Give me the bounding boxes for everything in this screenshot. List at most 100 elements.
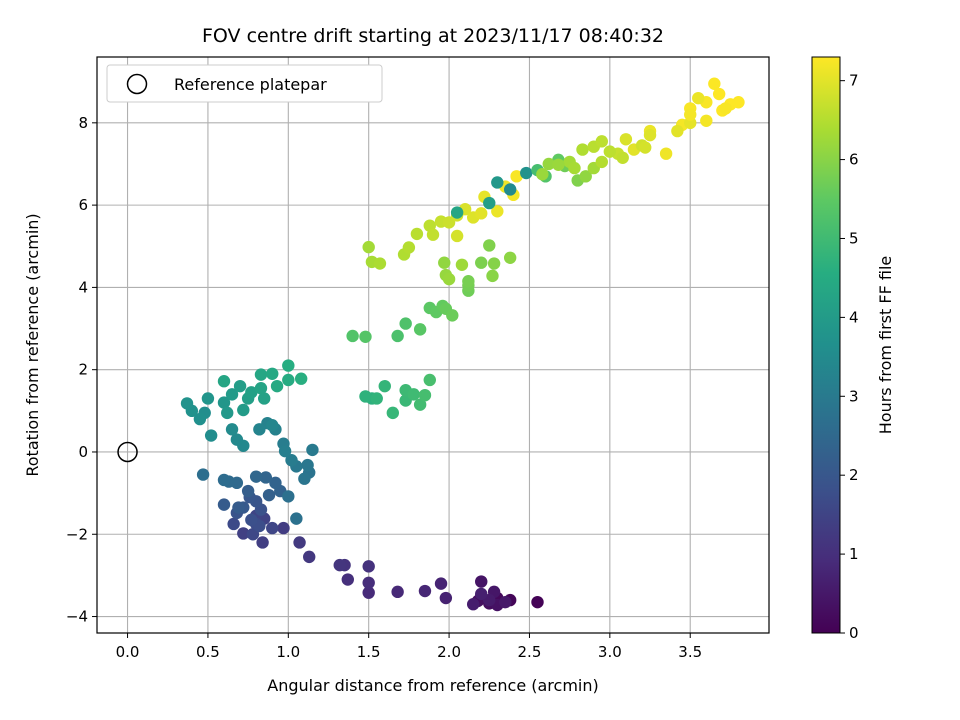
y-tick-label: −2 <box>66 525 88 543</box>
data-point <box>434 577 448 590</box>
x-axis-ticks: 0.0 0.5 1.0 1.5 2.0 2.5 3.0 3.5 <box>116 633 702 661</box>
data-point <box>475 256 488 269</box>
y-tick-label: 4 <box>78 278 88 296</box>
grid-lines <box>97 57 769 633</box>
data-point <box>643 128 657 142</box>
data-point <box>536 168 549 181</box>
data-point <box>700 114 713 127</box>
data-point <box>378 379 391 393</box>
data-point <box>362 586 375 599</box>
data-point <box>391 329 404 343</box>
legend-box <box>106 64 383 103</box>
data-point <box>520 166 533 180</box>
colorbar-tick-label: 5 <box>849 229 859 247</box>
data-point <box>233 379 247 393</box>
data-point <box>418 388 432 402</box>
data-point <box>306 443 319 457</box>
data-point <box>426 228 440 241</box>
data-point <box>531 595 544 609</box>
data-point <box>466 598 480 611</box>
data-point <box>462 275 475 288</box>
data-point <box>386 406 400 420</box>
data-point <box>298 472 311 485</box>
data-point <box>278 444 292 458</box>
colorbar: 0 1 2 3 4 5 6 7 Hours from first FF file <box>811 56 895 642</box>
y-tick-label: 2 <box>78 361 88 379</box>
data-point <box>285 454 298 467</box>
data-point <box>399 317 412 330</box>
data-point <box>262 488 276 502</box>
data-point <box>373 257 387 270</box>
data-point <box>290 512 303 525</box>
x-tick-label: 3.0 <box>598 643 622 661</box>
data-points <box>117 77 745 612</box>
data-point <box>491 205 504 218</box>
data-point <box>712 87 726 101</box>
data-point <box>225 423 239 436</box>
data-point <box>294 372 308 385</box>
data-point <box>282 373 295 387</box>
data-point <box>503 251 517 264</box>
data-point <box>568 161 581 175</box>
plot-frame <box>96 56 770 634</box>
colorbar-tick-label: 4 <box>849 308 859 326</box>
data-point <box>237 527 250 540</box>
data-point <box>217 375 231 388</box>
colorbar-ticks: 0 1 2 3 4 5 6 7 <box>840 72 859 642</box>
data-point <box>407 388 420 401</box>
x-tick-label: 1.0 <box>276 643 300 661</box>
data-point <box>402 241 416 254</box>
data-point <box>616 151 629 164</box>
x-tick-label: 0.5 <box>196 643 220 661</box>
colorbar-tick-label: 2 <box>849 466 859 484</box>
data-point <box>230 433 244 446</box>
colorbar-tick-label: 6 <box>849 151 859 169</box>
data-point <box>579 170 592 183</box>
data-point <box>277 521 290 535</box>
data-point <box>413 398 427 411</box>
data-point <box>442 272 456 286</box>
colorbar-tick-label: 3 <box>849 387 859 405</box>
data-point <box>708 77 721 90</box>
data-point <box>303 550 316 564</box>
chart-title: FOV centre drift starting at 2023/11/17 … <box>202 25 664 47</box>
x-tick-label: 0.0 <box>116 643 140 661</box>
x-tick-label: 2.0 <box>437 643 461 661</box>
reference-marker <box>117 441 138 463</box>
data-point <box>552 158 565 171</box>
data-point <box>282 359 295 372</box>
x-tick-label: 3.5 <box>678 643 702 661</box>
data-point <box>217 396 231 409</box>
data-point <box>510 170 523 183</box>
data-point <box>221 406 234 420</box>
data-point <box>201 392 215 405</box>
colorbar-tick-label: 0 <box>849 624 859 642</box>
data-point <box>619 133 633 146</box>
y-axis-ticks: −4 −2 0 2 4 6 8 <box>66 114 97 626</box>
colorbar-gradient <box>811 56 841 634</box>
data-point <box>257 392 271 405</box>
data-point <box>595 155 609 169</box>
data-point <box>413 323 427 336</box>
colorbar-tick-label: 1 <box>849 545 859 563</box>
legend-label-reference: Reference platepar <box>174 75 327 94</box>
data-point <box>362 240 375 254</box>
data-point <box>282 490 295 503</box>
data-point <box>254 382 268 395</box>
data-point <box>719 102 732 115</box>
data-point <box>418 584 432 598</box>
data-point <box>359 330 372 343</box>
x-tick-label: 2.5 <box>518 643 542 661</box>
data-point <box>256 536 269 549</box>
y-tick-label: 6 <box>78 196 88 214</box>
data-point <box>269 476 282 490</box>
data-point <box>603 145 617 158</box>
data-point <box>692 91 705 105</box>
data-point <box>196 468 210 481</box>
data-point <box>370 392 383 405</box>
data-point <box>475 575 488 588</box>
data-point <box>217 498 231 511</box>
colorbar-tick-label: 7 <box>849 72 859 90</box>
data-point <box>180 397 194 410</box>
y-tick-label: 0 <box>78 443 88 461</box>
